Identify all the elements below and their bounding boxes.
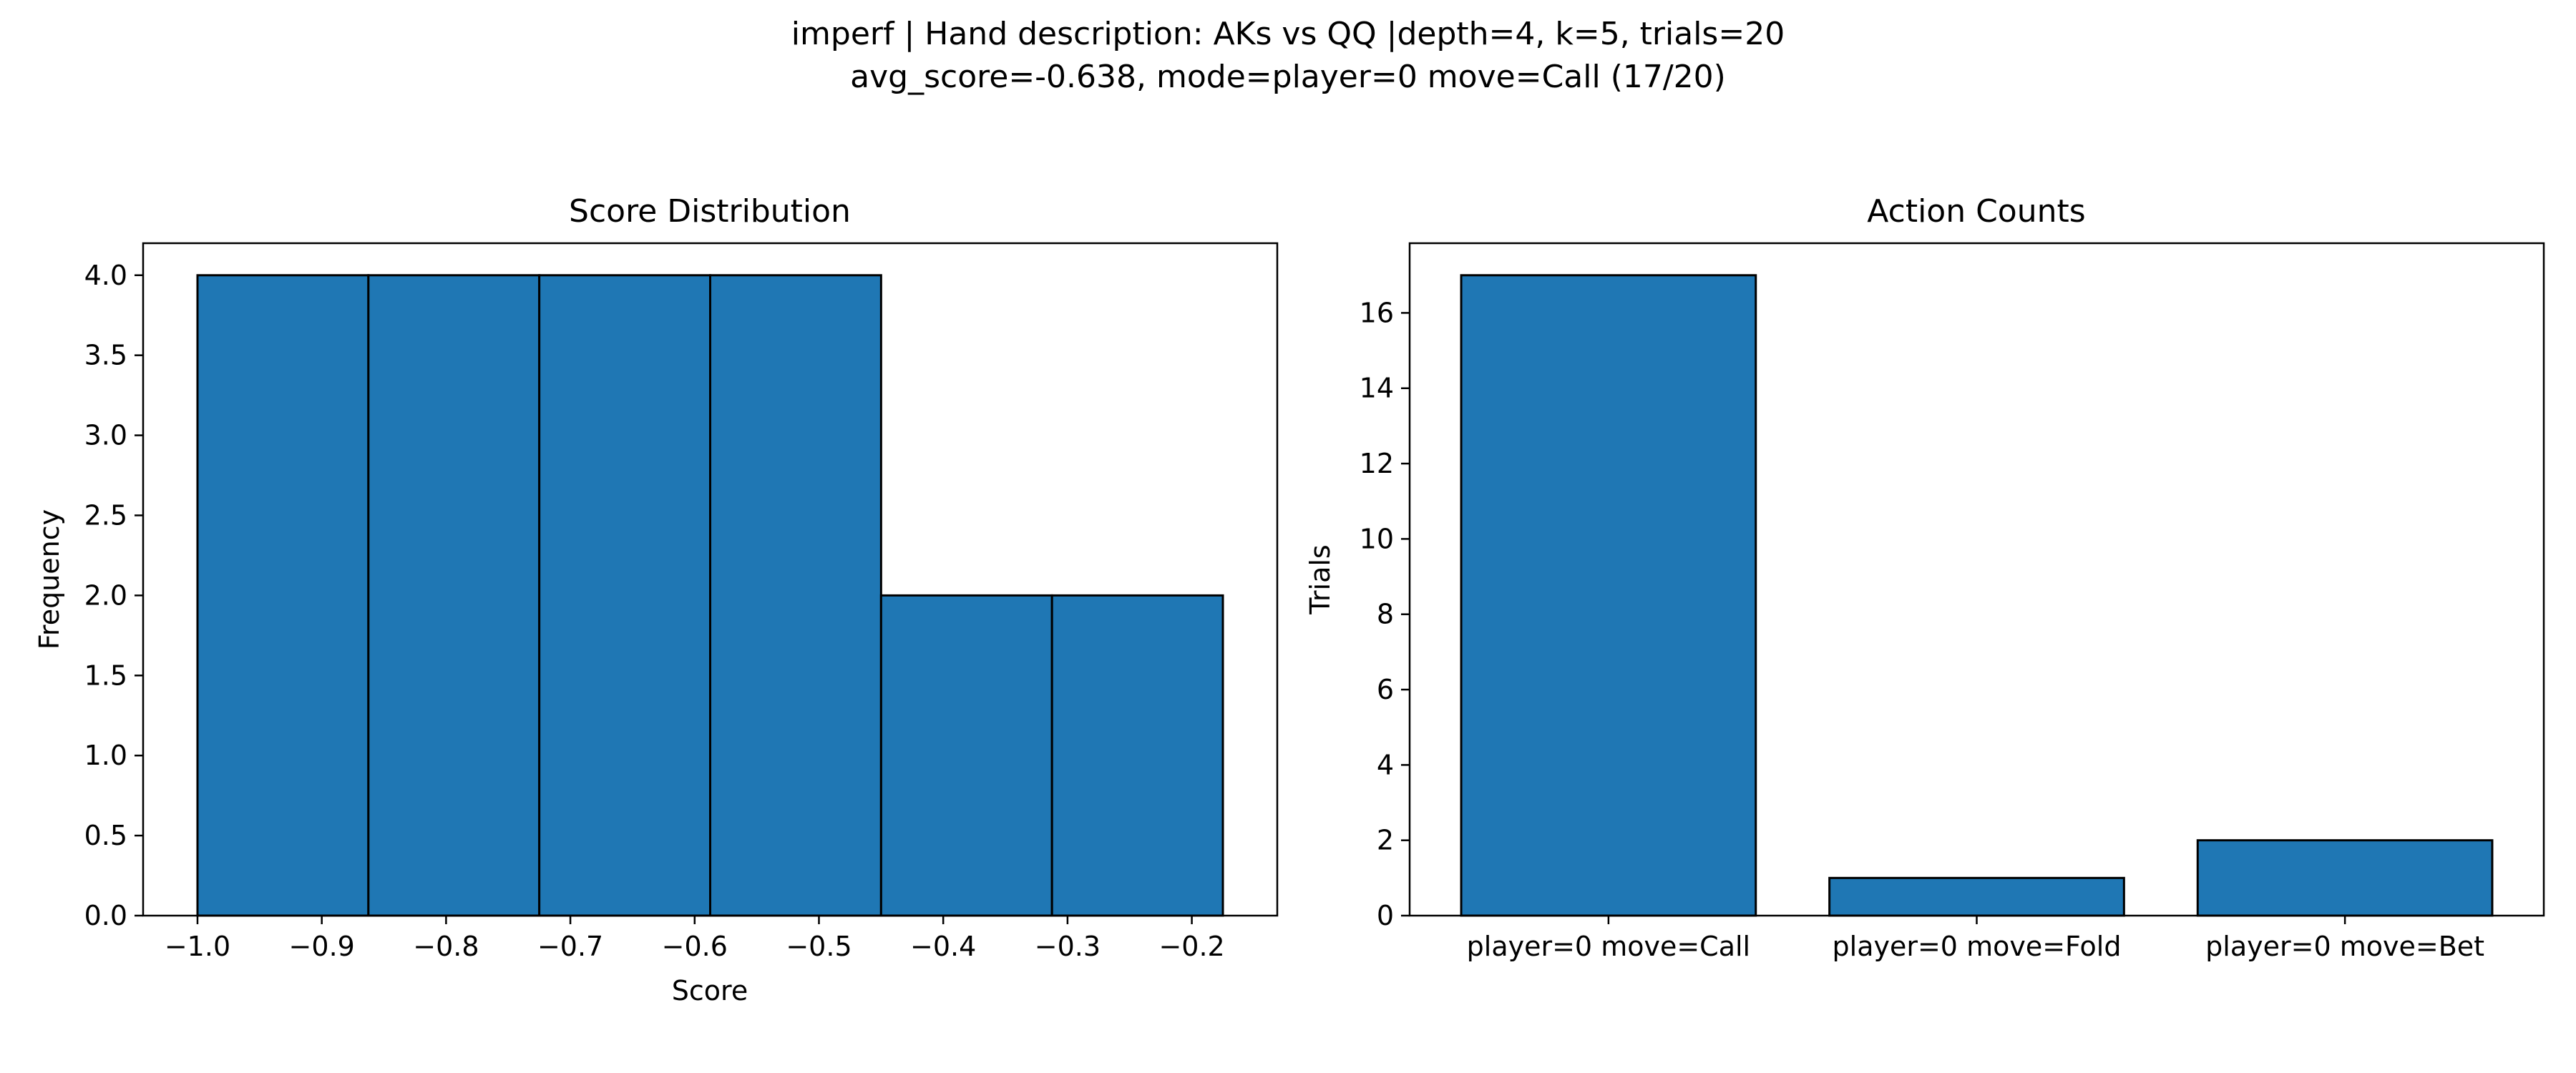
x-tick-label: −1.0 — [165, 931, 230, 962]
y-tick-label: 1.0 — [84, 740, 127, 771]
action-counts-chart: Action Counts player=0 move=Call player=0… — [1304, 193, 2545, 962]
frequency-y-ticks: 0.0 0.5 1.0 1.5 2.0 2.5 3.0 3.5 4.0 — [84, 260, 143, 931]
x-tick-label: −0.2 — [1158, 931, 1224, 962]
y-tick-label: 10 — [1360, 523, 1394, 554]
action-bar — [2196, 839, 2494, 917]
category-label: player=0 move=Bet — [2205, 931, 2484, 962]
score-x-axis-label: Score — [672, 975, 748, 1006]
frequency-y-axis-label: Frequency — [34, 509, 65, 650]
action-x-ticks: player=0 move=Call player=0 move=Fold play… — [1467, 916, 2484, 962]
score-distribution-chart: Score Distribution −1.0 −0.9 −0.8 −0.7 −0.6−… — [34, 193, 1279, 1006]
x-tick-label: −0.7 — [537, 931, 603, 962]
score-distribution-frame — [142, 242, 1279, 917]
y-tick-label: 0.5 — [84, 820, 127, 851]
y-tick-label: 2.0 — [84, 579, 127, 611]
y-tick-label: 16 — [1360, 297, 1394, 328]
y-tick-label: 8 — [1377, 599, 1394, 630]
histogram-bar — [879, 594, 1053, 917]
y-tick-label: 3.0 — [84, 420, 127, 451]
category-label: player=0 move=Fold — [1833, 931, 2122, 962]
y-tick-label: 4.0 — [84, 260, 127, 291]
x-tick-label: −0.6 — [662, 931, 728, 962]
figure-title-line-2: avg_score=-0.638, mode=player=0 move=Cal… — [850, 59, 1726, 95]
histogram-bar — [367, 274, 541, 917]
action-bar — [1460, 274, 1757, 917]
score-distribution-title: Score Distribution — [569, 193, 851, 230]
y-tick-label: 2 — [1377, 825, 1394, 856]
x-tick-label: −0.4 — [910, 931, 976, 962]
histogram-bar — [1050, 594, 1224, 917]
score-x-ticks: −1.0 −0.9 −0.8 −0.7 −0.6 −0.5 −0.4 −0.3 −0.2 — [165, 916, 1225, 962]
y-tick-label: 3.5 — [84, 340, 127, 371]
y-tick-label: 1.5 — [84, 660, 127, 691]
action-bars — [1460, 274, 2494, 917]
action-bar — [1828, 876, 2125, 917]
x-tick-label: −0.3 — [1035, 931, 1101, 962]
y-tick-label: 12 — [1360, 448, 1394, 479]
x-tick-label: −0.5 — [786, 931, 852, 962]
histogram-bar — [538, 274, 711, 917]
y-tick-label: 14 — [1360, 373, 1394, 404]
y-tick-label: 0 — [1377, 900, 1394, 931]
histogram-bar — [196, 274, 370, 917]
figure-title-line-1: imperf | Hand description: AKs vs QQ |de… — [791, 16, 1785, 52]
histogram-bar — [709, 274, 882, 917]
action-counts-title: Action Counts — [1867, 193, 2085, 230]
category-label: player=0 move=Call — [1467, 931, 1750, 962]
y-tick-label: 4 — [1377, 749, 1394, 780]
trials-y-axis-label: Trials — [1304, 544, 1336, 614]
y-tick-label: 2.5 — [84, 499, 127, 531]
y-tick-label: 6 — [1377, 674, 1394, 705]
trials-y-ticks: 0 2 4 6 8 10 12 14 16 — [1360, 297, 1410, 931]
histogram-bars — [196, 274, 1224, 917]
y-tick-label: 0.0 — [84, 900, 127, 931]
x-tick-label: −0.8 — [413, 931, 479, 962]
x-tick-label: −0.9 — [289, 931, 355, 962]
